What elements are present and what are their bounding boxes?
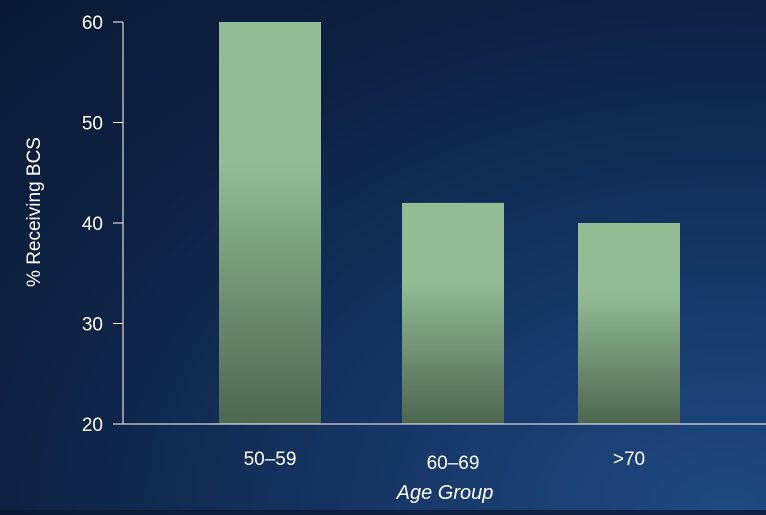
- bar-2: [402, 202, 504, 424]
- y-tick-label: 50: [82, 114, 103, 135]
- y-axis-title: % Receiving BCS: [24, 137, 45, 287]
- x-ticks-layer: 50–59 60–69 >70: [244, 449, 646, 474]
- x-tick-label: >70: [613, 449, 645, 470]
- bars-layer: [219, 22, 680, 424]
- y-ticks-layer: 20 30 40 50 60: [82, 13, 123, 436]
- x-tick-label: 60–69: [427, 453, 480, 474]
- y-tick-label: 60: [82, 13, 103, 34]
- y-tick-label: 30: [82, 315, 103, 336]
- y-tick-label: 40: [82, 214, 103, 235]
- bar-1: [219, 22, 321, 424]
- x-axis-title: Age Group: [396, 482, 494, 504]
- x-tick-label: 50–59: [244, 449, 297, 470]
- y-tick-label: 20: [82, 415, 103, 436]
- bar-3: [578, 223, 680, 424]
